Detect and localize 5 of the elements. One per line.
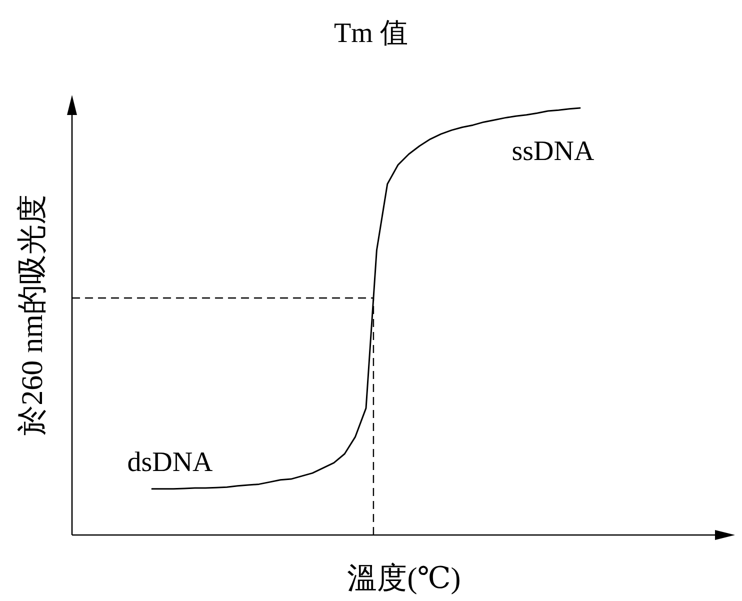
y-axis-title: 於260 nm的吸光度	[16, 194, 49, 436]
annotation: ssDNA	[512, 136, 595, 167]
chart-title: Tm 值	[334, 18, 408, 49]
x-axis-title: 溫度(℃)	[347, 562, 461, 595]
annotation: dsDNA	[127, 446, 214, 478]
